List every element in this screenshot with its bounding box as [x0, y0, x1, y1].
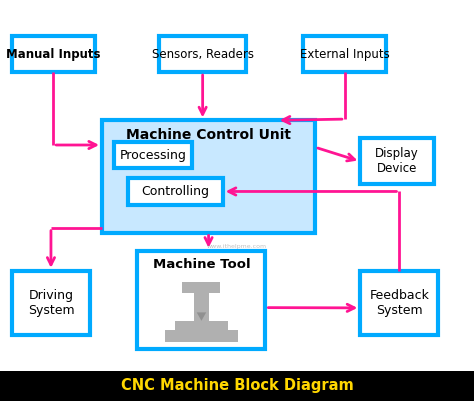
Text: Feedback
System: Feedback System: [369, 289, 429, 317]
FancyBboxPatch shape: [360, 271, 438, 335]
Text: Machine Tool: Machine Tool: [153, 258, 250, 271]
Bar: [194, 293, 209, 321]
FancyBboxPatch shape: [12, 36, 95, 72]
FancyBboxPatch shape: [102, 120, 315, 233]
Text: External Inputs: External Inputs: [300, 48, 390, 61]
FancyBboxPatch shape: [159, 36, 246, 72]
Text: Manual Inputs: Manual Inputs: [6, 48, 100, 61]
FancyBboxPatch shape: [0, 371, 474, 401]
FancyBboxPatch shape: [114, 142, 192, 168]
Text: Machine Control Unit: Machine Control Unit: [126, 128, 291, 142]
Text: Sensors, Readers: Sensors, Readers: [152, 48, 254, 61]
FancyBboxPatch shape: [128, 178, 223, 205]
Text: Display
Device: Display Device: [375, 148, 419, 175]
Bar: [182, 282, 220, 293]
Bar: [175, 321, 228, 330]
Text: Controlling: Controlling: [141, 185, 210, 198]
Bar: [164, 330, 238, 342]
Text: Driving
System: Driving System: [27, 289, 74, 317]
Text: www.ithelpme.com: www.ithelpme.com: [207, 244, 267, 249]
Text: CNC Machine Block Diagram: CNC Machine Block Diagram: [120, 379, 354, 393]
FancyBboxPatch shape: [303, 36, 386, 72]
Polygon shape: [197, 312, 206, 321]
FancyBboxPatch shape: [12, 271, 90, 335]
FancyBboxPatch shape: [137, 251, 265, 349]
Text: Processing: Processing: [119, 149, 186, 162]
FancyBboxPatch shape: [360, 138, 434, 184]
